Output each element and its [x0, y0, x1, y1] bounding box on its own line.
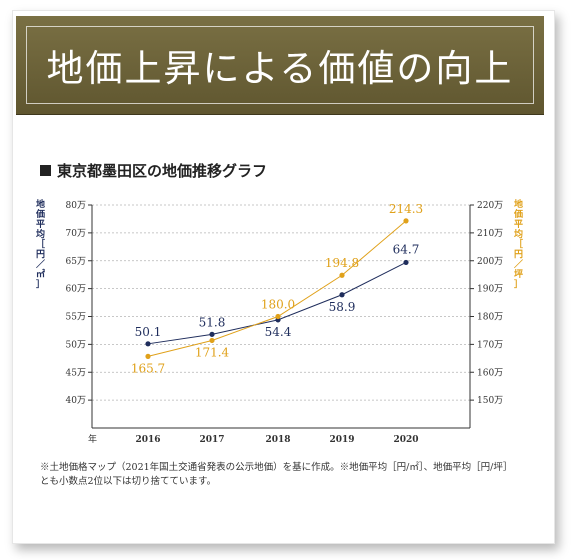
x-tick-label: 2020: [393, 435, 418, 445]
axis-label-char: 価: [36, 210, 46, 220]
left-tick-label: 80万: [66, 201, 86, 211]
data-label: 165.7: [131, 361, 165, 375]
data-label: 50.1: [135, 325, 162, 339]
data-point: [145, 353, 151, 359]
right-tick-label: 160万: [477, 368, 503, 378]
footnote-line-2: とも小数点2位以下は切り捨てています。: [40, 476, 217, 487]
footnote-line-1: ※土地価格マップ（2021年国土交通省発表の公示地価）を基に作成。※地価平均［円…: [40, 462, 513, 473]
data-label: 58.9: [329, 300, 356, 314]
right-tick-label: 190万: [477, 285, 503, 295]
axis-label-char: ㎡: [36, 270, 46, 280]
data-label: 54.4: [265, 325, 292, 339]
axis-label-char: 地: [514, 200, 524, 210]
axis-label-char: ］: [514, 280, 524, 290]
data-point: [403, 218, 409, 224]
axis-label-char: ／: [36, 260, 46, 270]
data-point: [339, 272, 345, 278]
axis-label-char: 円: [36, 250, 46, 260]
title-banner: 地価上昇による価値の向上: [16, 16, 544, 114]
data-point: [275, 313, 281, 320]
axis-label-char: ］: [36, 280, 46, 290]
right-tick-label: 180万: [477, 313, 503, 323]
left-tick-label: 65万: [66, 257, 86, 267]
data-label: 51.8: [199, 315, 226, 329]
right-tick-label: 210万: [477, 229, 503, 239]
x-tick-label: 2017: [199, 435, 224, 445]
left-tick-label: 70万: [66, 229, 86, 239]
x-tick-label: 2018: [265, 435, 290, 445]
square-bullet-icon: [40, 165, 51, 176]
data-label: 194.8: [325, 256, 359, 270]
right-axis-label: 地価平均 ［ 円／坪 ］: [514, 200, 523, 290]
chart-heading: 東京都墨田区の地価推移グラフ: [40, 160, 267, 181]
chart-heading-text: 東京都墨田区の地価推移グラフ: [57, 162, 268, 180]
axis-label-char: ［: [514, 240, 524, 250]
axis-label-char: 平: [36, 220, 46, 230]
x-tick-label: 2019: [329, 435, 354, 445]
axis-label-char: 価: [514, 210, 524, 220]
data-point: [209, 337, 215, 344]
footnote: ※土地価格マップ（2021年国土交通省発表の公示地価）を基に作成。※地価平均［円…: [40, 461, 540, 489]
axis-label-char: 均: [514, 230, 524, 240]
axis-label-char: 均: [36, 230, 46, 240]
data-label: 171.4: [195, 345, 230, 359]
right-tick-label: 220万: [477, 201, 503, 211]
axis-label-char: 平: [514, 220, 524, 230]
axis-label-char: 地: [36, 200, 46, 210]
x-unit-label: 年: [88, 433, 97, 445]
x-tick-label: 2016: [135, 435, 160, 445]
banner-title: 地価上昇による価値の向上: [46, 47, 514, 90]
axis-label-char: 坪: [514, 270, 524, 280]
data-label: 64.7: [393, 242, 420, 256]
left-tick-label: 50万: [66, 340, 86, 350]
data-point: [403, 259, 409, 266]
axis-label-char: ［: [36, 240, 46, 250]
left-tick-label: 55万: [66, 313, 86, 323]
left-axis-label: 地価平均 ［ 円／㎡ ］: [36, 200, 45, 290]
data-label: 214.3: [389, 202, 423, 216]
data-label: 180.0: [261, 298, 295, 312]
data-point: [209, 331, 215, 337]
right-tick-label: 170万: [477, 340, 503, 350]
left-tick-label: 40万: [66, 396, 86, 406]
title-banner-frame: 地価上昇による価値の向上: [26, 26, 534, 104]
axis-label-char: 円: [514, 250, 524, 260]
right-tick-label: 150万: [477, 396, 503, 406]
right-tick-label: 200万: [477, 257, 503, 267]
left-tick-label: 45万: [66, 368, 86, 378]
axis-label-char: ／: [514, 260, 524, 270]
left-tick-label: 60万: [66, 285, 86, 295]
data-point: [339, 292, 345, 298]
data-point: [145, 341, 151, 347]
